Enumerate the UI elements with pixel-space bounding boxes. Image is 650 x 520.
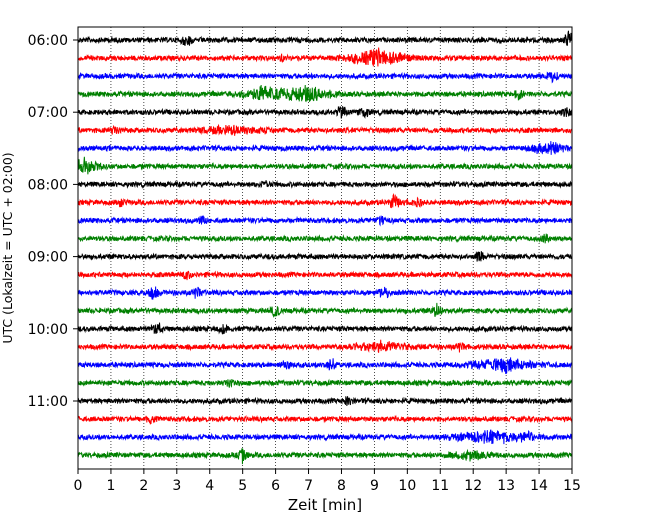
x-tick-label: 13: [497, 478, 515, 494]
x-tick-label: 14: [530, 478, 548, 494]
y-tick-label: 09:00: [28, 250, 68, 266]
seismogram-trace: [77, 106, 573, 119]
y-tick-label: 11:00: [28, 394, 68, 410]
seismogram-trace: [77, 286, 573, 300]
x-tick-label: 10: [398, 478, 416, 494]
x-axis-ticks: 0 1 2 3 4 5 6 7 8 9 10 11 12 13 14 15: [74, 469, 581, 494]
x-tick-label: 2: [139, 478, 148, 494]
plot-frame: [77, 26, 573, 470]
x-tick-label: 9: [370, 478, 379, 494]
y-tick-label: 06:00: [28, 33, 68, 49]
x-tick-label: 11: [431, 478, 449, 494]
seismogram-traces: [77, 30, 573, 465]
x-tick-label: 6: [271, 478, 280, 494]
seismogram-trace: [77, 357, 573, 375]
y-tick-label: 10:00: [28, 322, 68, 338]
seismogram-trace: [77, 71, 573, 84]
seismogram-trace: [77, 378, 573, 388]
y-tick-label: 08:00: [28, 177, 68, 193]
seismogram-trace: [77, 84, 573, 103]
seismogram-trace: [77, 448, 573, 465]
seismogram-trace: [77, 180, 573, 189]
seismogram-trace: [77, 339, 573, 353]
x-tick-label: 15: [563, 478, 581, 494]
x-axis-label: Zeit [min]: [288, 496, 362, 514]
seismogram-trace: [77, 302, 573, 319]
seismogram-trace: [77, 414, 573, 425]
y-axis-ticks: 06:00 07:00 08:00 09:00 10:00 11:00: [28, 33, 78, 410]
seismogram-trace: [77, 215, 573, 227]
seismogram-trace: [77, 396, 573, 407]
y-axis-label: UTC (Lokalzeit = UTC + 02:00): [0, 152, 15, 343]
x-tick-label: 4: [205, 478, 214, 494]
seismogram-trace: [77, 429, 573, 445]
x-tick-label: 1: [106, 478, 115, 494]
seismogram-trace: [77, 270, 573, 281]
x-tick-label: 7: [304, 478, 313, 494]
seismogram-trace: [77, 233, 573, 244]
x-tick-label: 3: [172, 478, 181, 494]
seismogram-trace: [77, 193, 573, 209]
seismogram-trace: [77, 156, 573, 175]
x-tick-label: 0: [74, 478, 83, 494]
x-tick-label: 8: [337, 478, 346, 494]
x-tick-label: 5: [238, 478, 247, 494]
seismogram-trace: [77, 30, 573, 46]
seismogram-trace: [77, 47, 573, 67]
x-tick-label: 12: [464, 478, 482, 494]
y-tick-label: 07:00: [28, 105, 68, 121]
seismogram-trace: [77, 322, 573, 335]
seismogram-trace: [77, 123, 573, 136]
seismogram-trace: [77, 141, 573, 155]
seismogram-trace: [77, 251, 573, 262]
